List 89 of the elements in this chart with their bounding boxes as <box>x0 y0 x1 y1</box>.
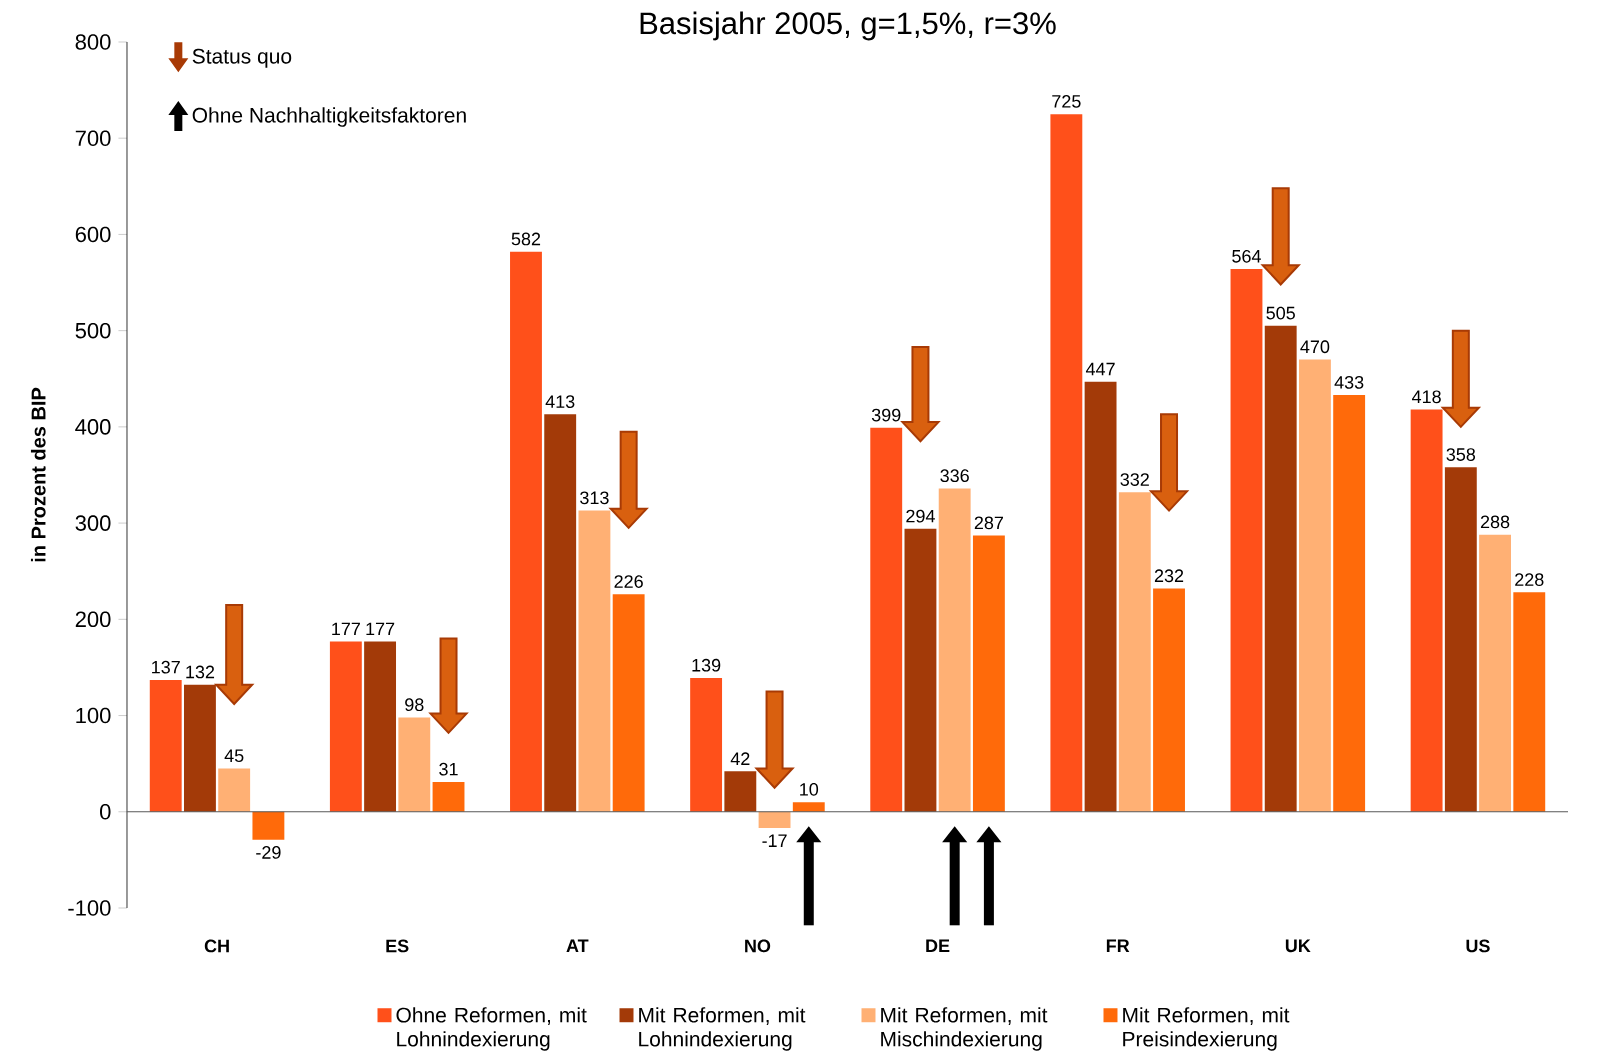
x-tick-label: NO <box>745 939 771 953</box>
bar <box>1298 359 1331 812</box>
x-tick-label: AT <box>566 939 589 952</box>
data-label: 137 <box>152 660 180 674</box>
bar <box>252 811 285 840</box>
y-tick-label: 100 <box>76 707 111 724</box>
bar <box>1118 492 1151 812</box>
bar <box>758 811 791 829</box>
bar <box>792 802 825 812</box>
bar <box>724 771 757 812</box>
data-label: 226 <box>614 575 643 588</box>
bar <box>218 768 251 812</box>
y-tick-label: 0 <box>100 804 111 820</box>
data-label: 433 <box>1334 375 1364 389</box>
bar <box>1513 592 1546 812</box>
y-tick-label: 700 <box>75 130 111 146</box>
data-label: 45 <box>224 749 244 763</box>
bar <box>1084 381 1117 812</box>
bar <box>1479 534 1511 812</box>
data-label: 177 <box>332 622 360 636</box>
bar <box>510 251 542 812</box>
data-label: -17 <box>762 834 787 847</box>
data-label: 447 <box>1085 362 1115 376</box>
data-label: 399 <box>871 408 901 422</box>
data-label: 582 <box>511 232 541 246</box>
data-label: 139 <box>692 658 721 672</box>
bar <box>1333 395 1366 812</box>
data-label: 336 <box>940 469 969 483</box>
bar <box>578 510 611 812</box>
bar <box>904 528 937 812</box>
data-label: 505 <box>1266 306 1295 320</box>
bar <box>1230 269 1263 812</box>
data-label: 31 <box>439 762 458 776</box>
data-label: 413 <box>545 395 575 408</box>
legend-label: Ohne Reformen, mit Lohnindexierung <box>396 1007 587 1051</box>
x-tick-label: US <box>1466 939 1490 953</box>
bar <box>972 535 1005 812</box>
data-label: 332 <box>1120 473 1149 486</box>
bar <box>432 781 465 812</box>
data-label: 287 <box>974 516 1003 530</box>
legend-label: Mit Reformen, mit Lohnindexierung <box>639 1007 806 1051</box>
data-label: 725 <box>1052 95 1081 108</box>
bar <box>938 488 971 812</box>
data-label: 294 <box>906 509 935 523</box>
chart-title: Basisjahr 2005, g=1,5%, r=3% <box>640 11 1056 41</box>
data-label: 564 <box>1232 249 1261 263</box>
data-label: 232 <box>1154 569 1184 583</box>
data-label: -29 <box>256 846 281 859</box>
x-tick-label: DE <box>926 939 950 952</box>
y-tick-label: 600 <box>75 226 111 243</box>
bar <box>612 594 645 812</box>
y-tick-label: 400 <box>75 419 111 435</box>
x-tick-label: FR <box>1106 939 1130 952</box>
y-tick-label: 300 <box>75 515 111 531</box>
annotation: Ohne Nachhaltigkeitsfaktoren <box>192 107 466 127</box>
y-tick-label: 200 <box>75 611 111 628</box>
data-label: 358 <box>1446 448 1476 461</box>
bar <box>329 641 362 812</box>
bar <box>1410 409 1443 812</box>
bar <box>1444 467 1477 812</box>
x-tick-label: CH <box>204 939 229 953</box>
legend-label: Mit Reformen, mit Preisindexierung <box>1123 1007 1290 1051</box>
data-label: 470 <box>1300 340 1330 354</box>
bar <box>870 427 903 812</box>
data-label: 177 <box>366 622 395 636</box>
bar <box>1264 325 1297 812</box>
y-tick-label: 500 <box>75 322 111 339</box>
data-label: 418 <box>1412 390 1441 404</box>
data-label: 42 <box>730 752 750 765</box>
x-tick-label: UK <box>1285 939 1311 953</box>
bar <box>1153 588 1185 812</box>
bar <box>1050 114 1083 812</box>
bar <box>544 414 577 812</box>
data-label: 313 <box>580 491 609 505</box>
data-label: 98 <box>405 698 424 712</box>
bar <box>398 717 431 812</box>
legend-label: Mit Reformen, mit Mischindexierung <box>881 1007 1048 1051</box>
y-tick-label: -100 <box>68 900 111 916</box>
bar <box>149 679 182 812</box>
data-label: 228 <box>1515 573 1544 586</box>
data-label: 132 <box>186 665 215 679</box>
data-label: 288 <box>1480 515 1510 529</box>
data-label: 10 <box>800 782 819 796</box>
y-tick-label: 800 <box>75 34 111 50</box>
annotation: Status quo <box>192 48 292 68</box>
x-tick-label: ES <box>386 939 409 953</box>
bar <box>690 678 723 812</box>
bar <box>364 641 397 812</box>
y-axis-title: in Prozent des BIP <box>30 387 46 562</box>
